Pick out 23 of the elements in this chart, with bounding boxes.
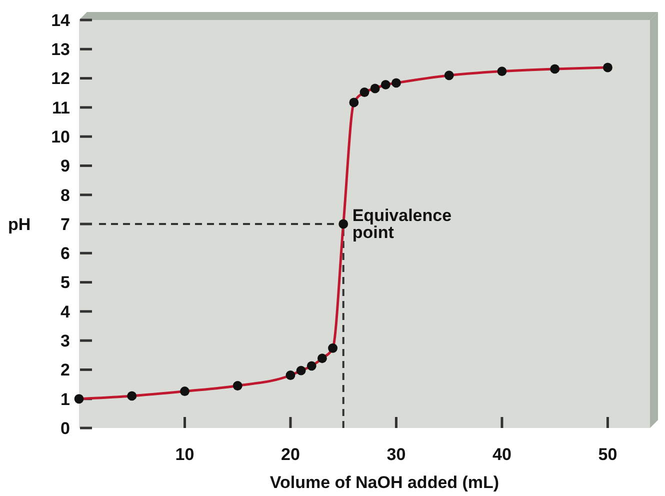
y-tick-label: 1 <box>60 390 70 409</box>
x-tick-label: 10 <box>175 445 194 464</box>
y-tick-label: 5 <box>60 273 70 292</box>
y-tick-label: 2 <box>60 360 70 380</box>
y-tick-label: 9 <box>60 156 70 176</box>
y-tick-label: 14 <box>51 10 71 30</box>
x-axis-title: Volume of NaOH added (mL) <box>270 473 500 492</box>
x-tick-label: 40 <box>492 445 512 464</box>
x-tick-label: 50 <box>598 445 618 464</box>
x-tick-label: 20 <box>281 445 300 464</box>
y-tick-label: 7 <box>60 214 70 234</box>
y-tick-label: 8 <box>60 186 70 205</box>
y-tick-label: 13 <box>51 40 70 60</box>
y-tick-label: 6 <box>60 244 70 264</box>
y-tick-label: 11 <box>52 98 70 118</box>
annotation: Equivalence point <box>352 206 452 242</box>
y-tick-label: 3 <box>60 332 70 351</box>
y-tick-label: 10 <box>51 128 70 147</box>
y-tick-label: 12 <box>51 69 70 88</box>
y-axis-title: pH <box>8 215 31 234</box>
y-tick-label: 0 <box>60 418 70 438</box>
x-tick-label: 30 <box>386 445 406 464</box>
y-tick-label: 4 <box>60 302 71 322</box>
